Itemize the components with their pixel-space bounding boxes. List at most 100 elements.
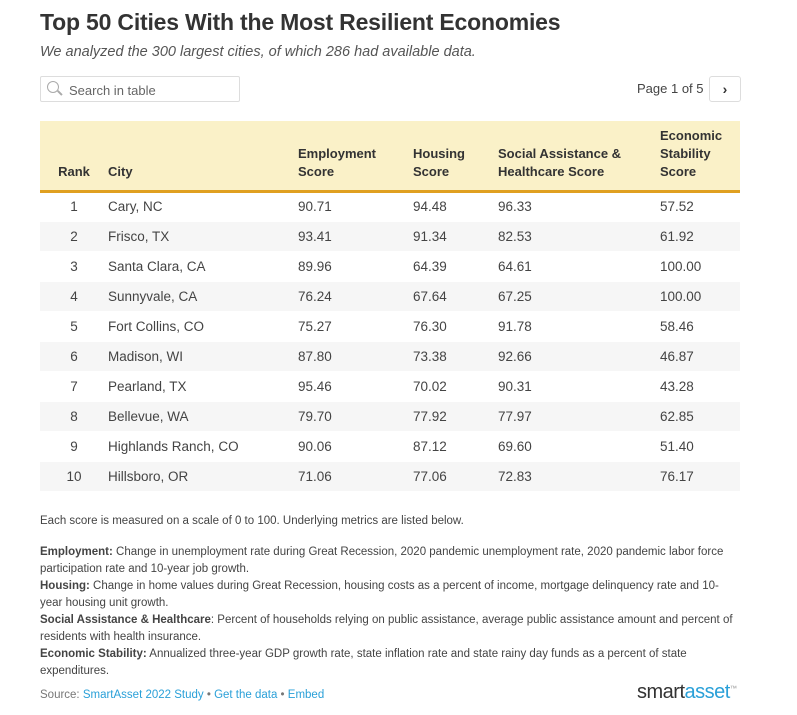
- cell-city: Hillsboro, OR: [108, 461, 298, 492]
- header-employment-label: Employment Score: [298, 145, 377, 179]
- note-text: Annualized three-year GDP growth rate, s…: [40, 648, 687, 677]
- get-data-link[interactable]: Get the data: [214, 689, 278, 701]
- cell-rank: 10: [40, 461, 108, 492]
- table-row: 1 Cary, NC 90.71 94.48 96.33 57.52: [40, 191, 740, 222]
- cell-employment: 71.06: [298, 461, 413, 492]
- cell-rank: 4: [40, 281, 108, 312]
- note-text: Change in unemployment rate during Great…: [40, 546, 724, 575]
- cell-city: Highlands Ranch, CO: [108, 431, 298, 462]
- cell-rank: 5: [40, 311, 108, 342]
- header-economic[interactable]: Economic Stability Score: [660, 121, 740, 193]
- cell-employment: 76.24: [298, 281, 413, 312]
- cell-economic: 57.52: [660, 191, 740, 222]
- cell-employment: 79.70: [298, 401, 413, 432]
- note-housing: Housing: Change in home values during Gr…: [40, 578, 740, 612]
- cell-rank: 3: [40, 251, 108, 282]
- table-row: 8 Bellevue, WA 79.70 77.92 77.97 62.85: [40, 401, 740, 432]
- cell-employment: 75.27: [298, 311, 413, 342]
- note-economic: Economic Stability: Annualized three-yea…: [40, 646, 740, 680]
- cell-employment: 95.46: [298, 371, 413, 402]
- data-table: Rank City Employment Score Housing Score…: [40, 121, 740, 492]
- cell-housing: 91.34: [413, 221, 498, 252]
- cell-employment: 89.96: [298, 251, 413, 282]
- header-city[interactable]: City: [108, 121, 298, 193]
- header-housing-label: Housing Score: [413, 145, 465, 179]
- cell-employment: 90.71: [298, 191, 413, 222]
- table-row: 5 Fort Collins, CO 75.27 76.30 91.78 58.46: [40, 311, 740, 342]
- cell-rank: 1: [40, 191, 108, 222]
- logo-part: smart: [637, 681, 685, 703]
- cell-economic: 62.85: [660, 401, 740, 432]
- embed-link[interactable]: Embed: [287, 689, 325, 701]
- table-row: 9 Highlands Ranch, CO 90.06 87.12 69.60 51.40: [40, 431, 740, 462]
- cell-housing: 73.38: [413, 341, 498, 372]
- cell-economic: 100.00: [660, 251, 740, 282]
- cell-social: 96.33: [498, 191, 660, 222]
- note-term: Employment:: [40, 546, 113, 558]
- header-employment[interactable]: Employment Score: [298, 121, 413, 193]
- next-page-button[interactable]: ›: [709, 76, 741, 102]
- cell-economic: 100.00: [660, 281, 740, 312]
- cell-city: Pearland, TX: [108, 371, 298, 402]
- header-social-label: Social Assistance & Healthcare Score: [498, 145, 622, 179]
- chevron-right-icon: ›: [722, 81, 728, 97]
- header-housing[interactable]: Housing Score: [413, 121, 498, 193]
- logo-tm: ™: [729, 685, 737, 693]
- cell-rank: 8: [40, 401, 108, 432]
- cell-employment: 87.80: [298, 341, 413, 372]
- note-social: Social Assistance & Healthcare: Percent …: [40, 612, 740, 646]
- page-title: Top 50 Cities With the Most Resilient Ec…: [40, 9, 561, 35]
- cell-social: 91.78: [498, 311, 660, 342]
- cell-city: Cary, NC: [108, 191, 298, 222]
- cell-economic: 61.92: [660, 221, 740, 252]
- note-term: Housing:: [40, 580, 90, 592]
- cell-housing: 67.64: [413, 281, 498, 312]
- cell-rank: 7: [40, 371, 108, 402]
- cell-employment: 90.06: [298, 431, 413, 462]
- cell-social: 67.25: [498, 281, 660, 312]
- cell-rank: 9: [40, 431, 108, 462]
- cell-economic: 76.17: [660, 461, 740, 492]
- cell-housing: 77.06: [413, 461, 498, 492]
- cell-social: 69.60: [498, 431, 660, 462]
- search-icon: [47, 81, 59, 93]
- note-employment: Employment: Change in unemployment rate …: [40, 544, 740, 578]
- cell-social: 82.53: [498, 221, 660, 252]
- cell-social: 72.83: [498, 461, 660, 492]
- cell-city: Sunnyvale, CA: [108, 281, 298, 312]
- cell-housing: 94.48: [413, 191, 498, 222]
- cell-housing: 76.30: [413, 311, 498, 342]
- cell-housing: 87.12: [413, 431, 498, 462]
- table-row: 7 Pearland, TX 95.46 70.02 90.31 43.28: [40, 371, 740, 402]
- separator: •: [277, 689, 288, 701]
- header-economic-label: Economic Stability Score: [660, 127, 723, 179]
- cell-housing: 64.39: [413, 251, 498, 282]
- table-row: 10 Hillsboro, OR 71.06 77.06 72.83 76.17: [40, 461, 740, 492]
- cell-economic: 46.87: [660, 341, 740, 372]
- cell-social: 90.31: [498, 371, 660, 402]
- cell-city: Bellevue, WA: [108, 401, 298, 432]
- search-input[interactable]: [67, 80, 236, 100]
- note-text: Change in home values during Great Reces…: [40, 580, 719, 609]
- header-social[interactable]: Social Assistance & Healthcare Score: [498, 121, 660, 193]
- cell-employment: 93.41: [298, 221, 413, 252]
- source-line: Source: SmartAsset 2022 Study • Get the …: [40, 689, 324, 701]
- separator: •: [203, 689, 215, 701]
- cell-city: Frisco, TX: [108, 221, 298, 252]
- cell-housing: 70.02: [413, 371, 498, 402]
- source-link[interactable]: SmartAsset 2022 Study: [82, 689, 204, 701]
- cell-rank: 6: [40, 341, 108, 372]
- cell-economic: 58.46: [660, 311, 740, 342]
- cell-city: Santa Clara, CA: [108, 251, 298, 282]
- cell-social: 77.97: [498, 401, 660, 432]
- cell-housing: 77.92: [413, 401, 498, 432]
- search-box[interactable]: [40, 76, 240, 102]
- table-header-row: Rank City Employment Score Housing Score…: [40, 121, 740, 193]
- header-rank[interactable]: Rank: [40, 121, 108, 193]
- cell-city: Madison, WI: [108, 341, 298, 372]
- notes-intro: Each score is measured on a scale of 0 t…: [40, 515, 464, 527]
- note-text: : Percent of households relying on publi…: [40, 614, 733, 643]
- cell-economic: 43.28: [660, 371, 740, 402]
- logo-part: asset: [684, 681, 731, 703]
- table-row: 3 Santa Clara, CA 89.96 64.39 64.61 100.00: [40, 251, 740, 282]
